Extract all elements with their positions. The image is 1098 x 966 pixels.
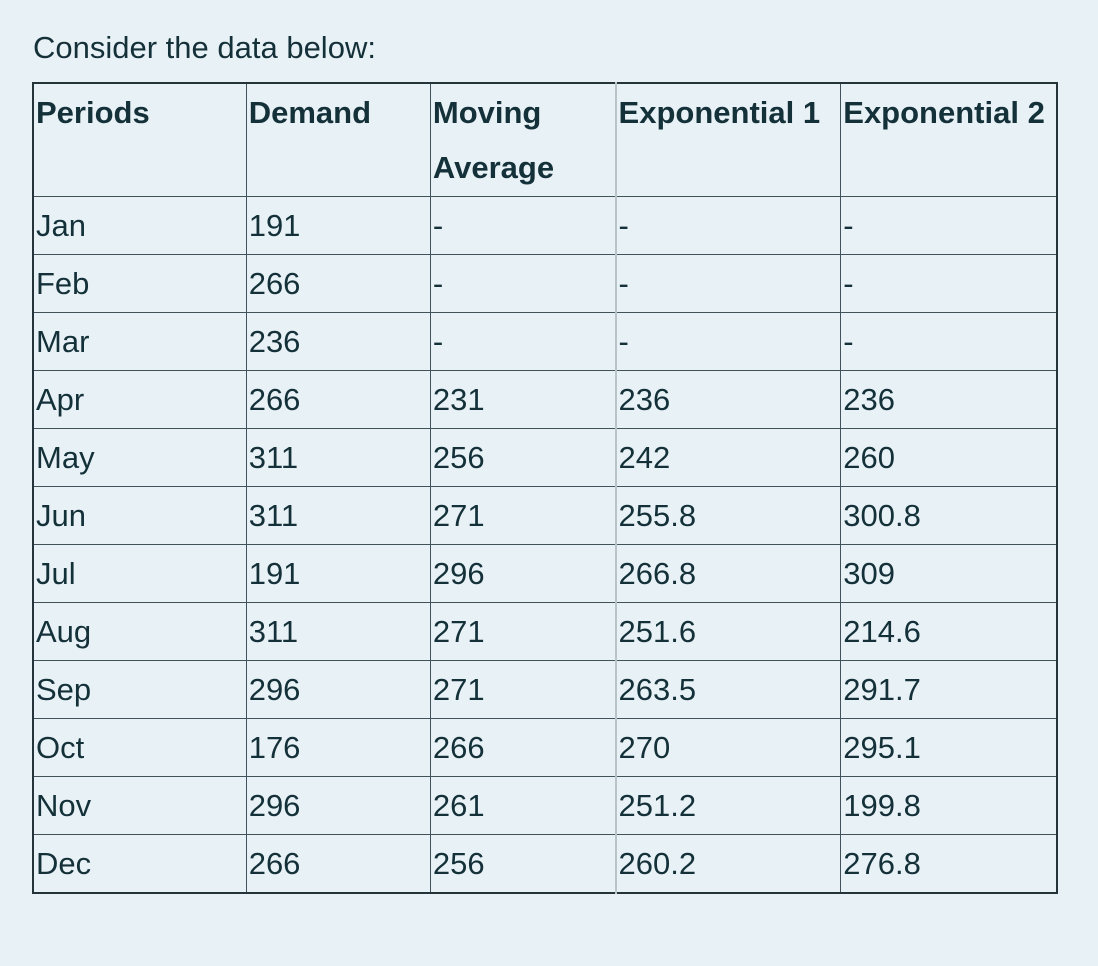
- column-header-exponential-2: Exponential 2: [840, 82, 1058, 197]
- value-cell: 296: [429, 544, 617, 603]
- table-row: Jan 191- - -: [32, 196, 1058, 255]
- table-row: Feb 266- - -: [32, 254, 1058, 313]
- value-cell: 271: [429, 660, 617, 719]
- table-row: Jul 191 296 266.8 309: [32, 544, 1058, 603]
- value-cell: 236: [840, 370, 1058, 429]
- value-cell: 266: [245, 834, 431, 894]
- period-cell: Sep: [32, 660, 247, 719]
- value-cell: 176: [245, 718, 431, 777]
- value-cell: 256: [429, 428, 617, 487]
- value-cell: 242: [614, 428, 842, 487]
- period-cell: May: [32, 428, 247, 487]
- value-cell: -: [840, 196, 1058, 255]
- value-cell: 191: [245, 544, 431, 603]
- value-cell: 256: [429, 834, 617, 894]
- table-row: Sep 296 271 263.5 291.7: [32, 660, 1058, 719]
- value-cell: 309: [840, 544, 1058, 603]
- value-cell: 251.6: [614, 602, 842, 661]
- table-row: Aug 311 271 251.6 214.6: [32, 602, 1058, 661]
- value-cell: 271: [429, 486, 617, 545]
- period-cell: Oct: [32, 718, 247, 777]
- value-cell: 255.8: [614, 486, 842, 545]
- value-cell: 263.5: [614, 660, 842, 719]
- value-cell: -: [429, 312, 617, 371]
- period-cell: Jan: [32, 196, 247, 255]
- table-header: Periods Demand Moving Average Exponentia…: [32, 82, 1058, 197]
- period-cell: Feb: [32, 254, 247, 313]
- value-cell: 311: [245, 602, 431, 661]
- period-cell: Nov: [32, 776, 247, 835]
- value-cell: 266: [245, 254, 431, 313]
- period-cell: Jul: [32, 544, 247, 603]
- value-cell: 231: [429, 370, 617, 429]
- value-cell: 266.8: [614, 544, 842, 603]
- value-cell: 260: [840, 428, 1058, 487]
- table-row: Apr 266 231 236 236: [32, 370, 1058, 429]
- value-cell: 260.2: [614, 834, 842, 894]
- value-cell: 276.8: [840, 834, 1058, 894]
- page: Consider the data below: Periods Demand …: [32, 30, 1058, 894]
- value-cell: 270: [614, 718, 842, 777]
- value-cell: 296: [245, 776, 431, 835]
- value-cell: 300.8: [840, 486, 1058, 545]
- header-row: Periods Demand Moving Average Exponentia…: [32, 82, 1058, 197]
- column-header-demand: Demand: [245, 82, 431, 197]
- value-cell: 191: [245, 196, 431, 255]
- value-cell: 261: [429, 776, 617, 835]
- period-cell: Mar: [32, 312, 247, 371]
- value-cell: -: [614, 254, 842, 313]
- table-row: Nov 296 261 251.2 199.8: [32, 776, 1058, 835]
- value-cell: 296: [245, 660, 431, 719]
- period-cell: Dec: [32, 834, 247, 894]
- value-cell: 199.8: [840, 776, 1058, 835]
- period-cell: Jun: [32, 486, 247, 545]
- column-header-periods: Periods: [32, 82, 247, 197]
- page-title: Consider the data below:: [33, 30, 376, 65]
- table-row: Mar 236- - -: [32, 312, 1058, 371]
- table-row: May 311 256 242 260: [32, 428, 1058, 487]
- value-cell: 311: [245, 428, 431, 487]
- period-cell: Aug: [32, 602, 247, 661]
- value-cell: 236: [614, 370, 842, 429]
- value-cell: 266: [245, 370, 431, 429]
- table-body: Jan 191- - - Feb 266- - - Mar 236- - - Apr 266 231 236 2…: [32, 196, 1058, 894]
- column-header-exponential-1: Exponential 1: [614, 82, 842, 197]
- value-cell: 266: [429, 718, 617, 777]
- value-cell: -: [840, 312, 1058, 371]
- value-cell: 271: [429, 602, 617, 661]
- value-cell: 214.6: [840, 602, 1058, 661]
- value-cell: 291.7: [840, 660, 1058, 719]
- value-cell: -: [840, 254, 1058, 313]
- period-cell: Apr: [32, 370, 247, 429]
- value-cell: 236: [245, 312, 431, 371]
- value-cell: -: [614, 312, 842, 371]
- value-cell: 295.1: [840, 718, 1058, 777]
- data-table: Periods Demand Moving Average Exponentia…: [32, 82, 1058, 894]
- value-cell: 251.2: [614, 776, 842, 835]
- value-cell: 311: [245, 486, 431, 545]
- column-header-moving-average: Moving Average: [429, 82, 617, 197]
- value-cell: -: [429, 254, 617, 313]
- value-cell: -: [614, 196, 842, 255]
- table-row: Jun 311 271 255.8 300.8: [32, 486, 1058, 545]
- table-row: Oct 176 266 270 295.1: [32, 718, 1058, 777]
- table-row: Dec 266 256 260.2 276.8: [32, 834, 1058, 894]
- value-cell: -: [429, 196, 617, 255]
